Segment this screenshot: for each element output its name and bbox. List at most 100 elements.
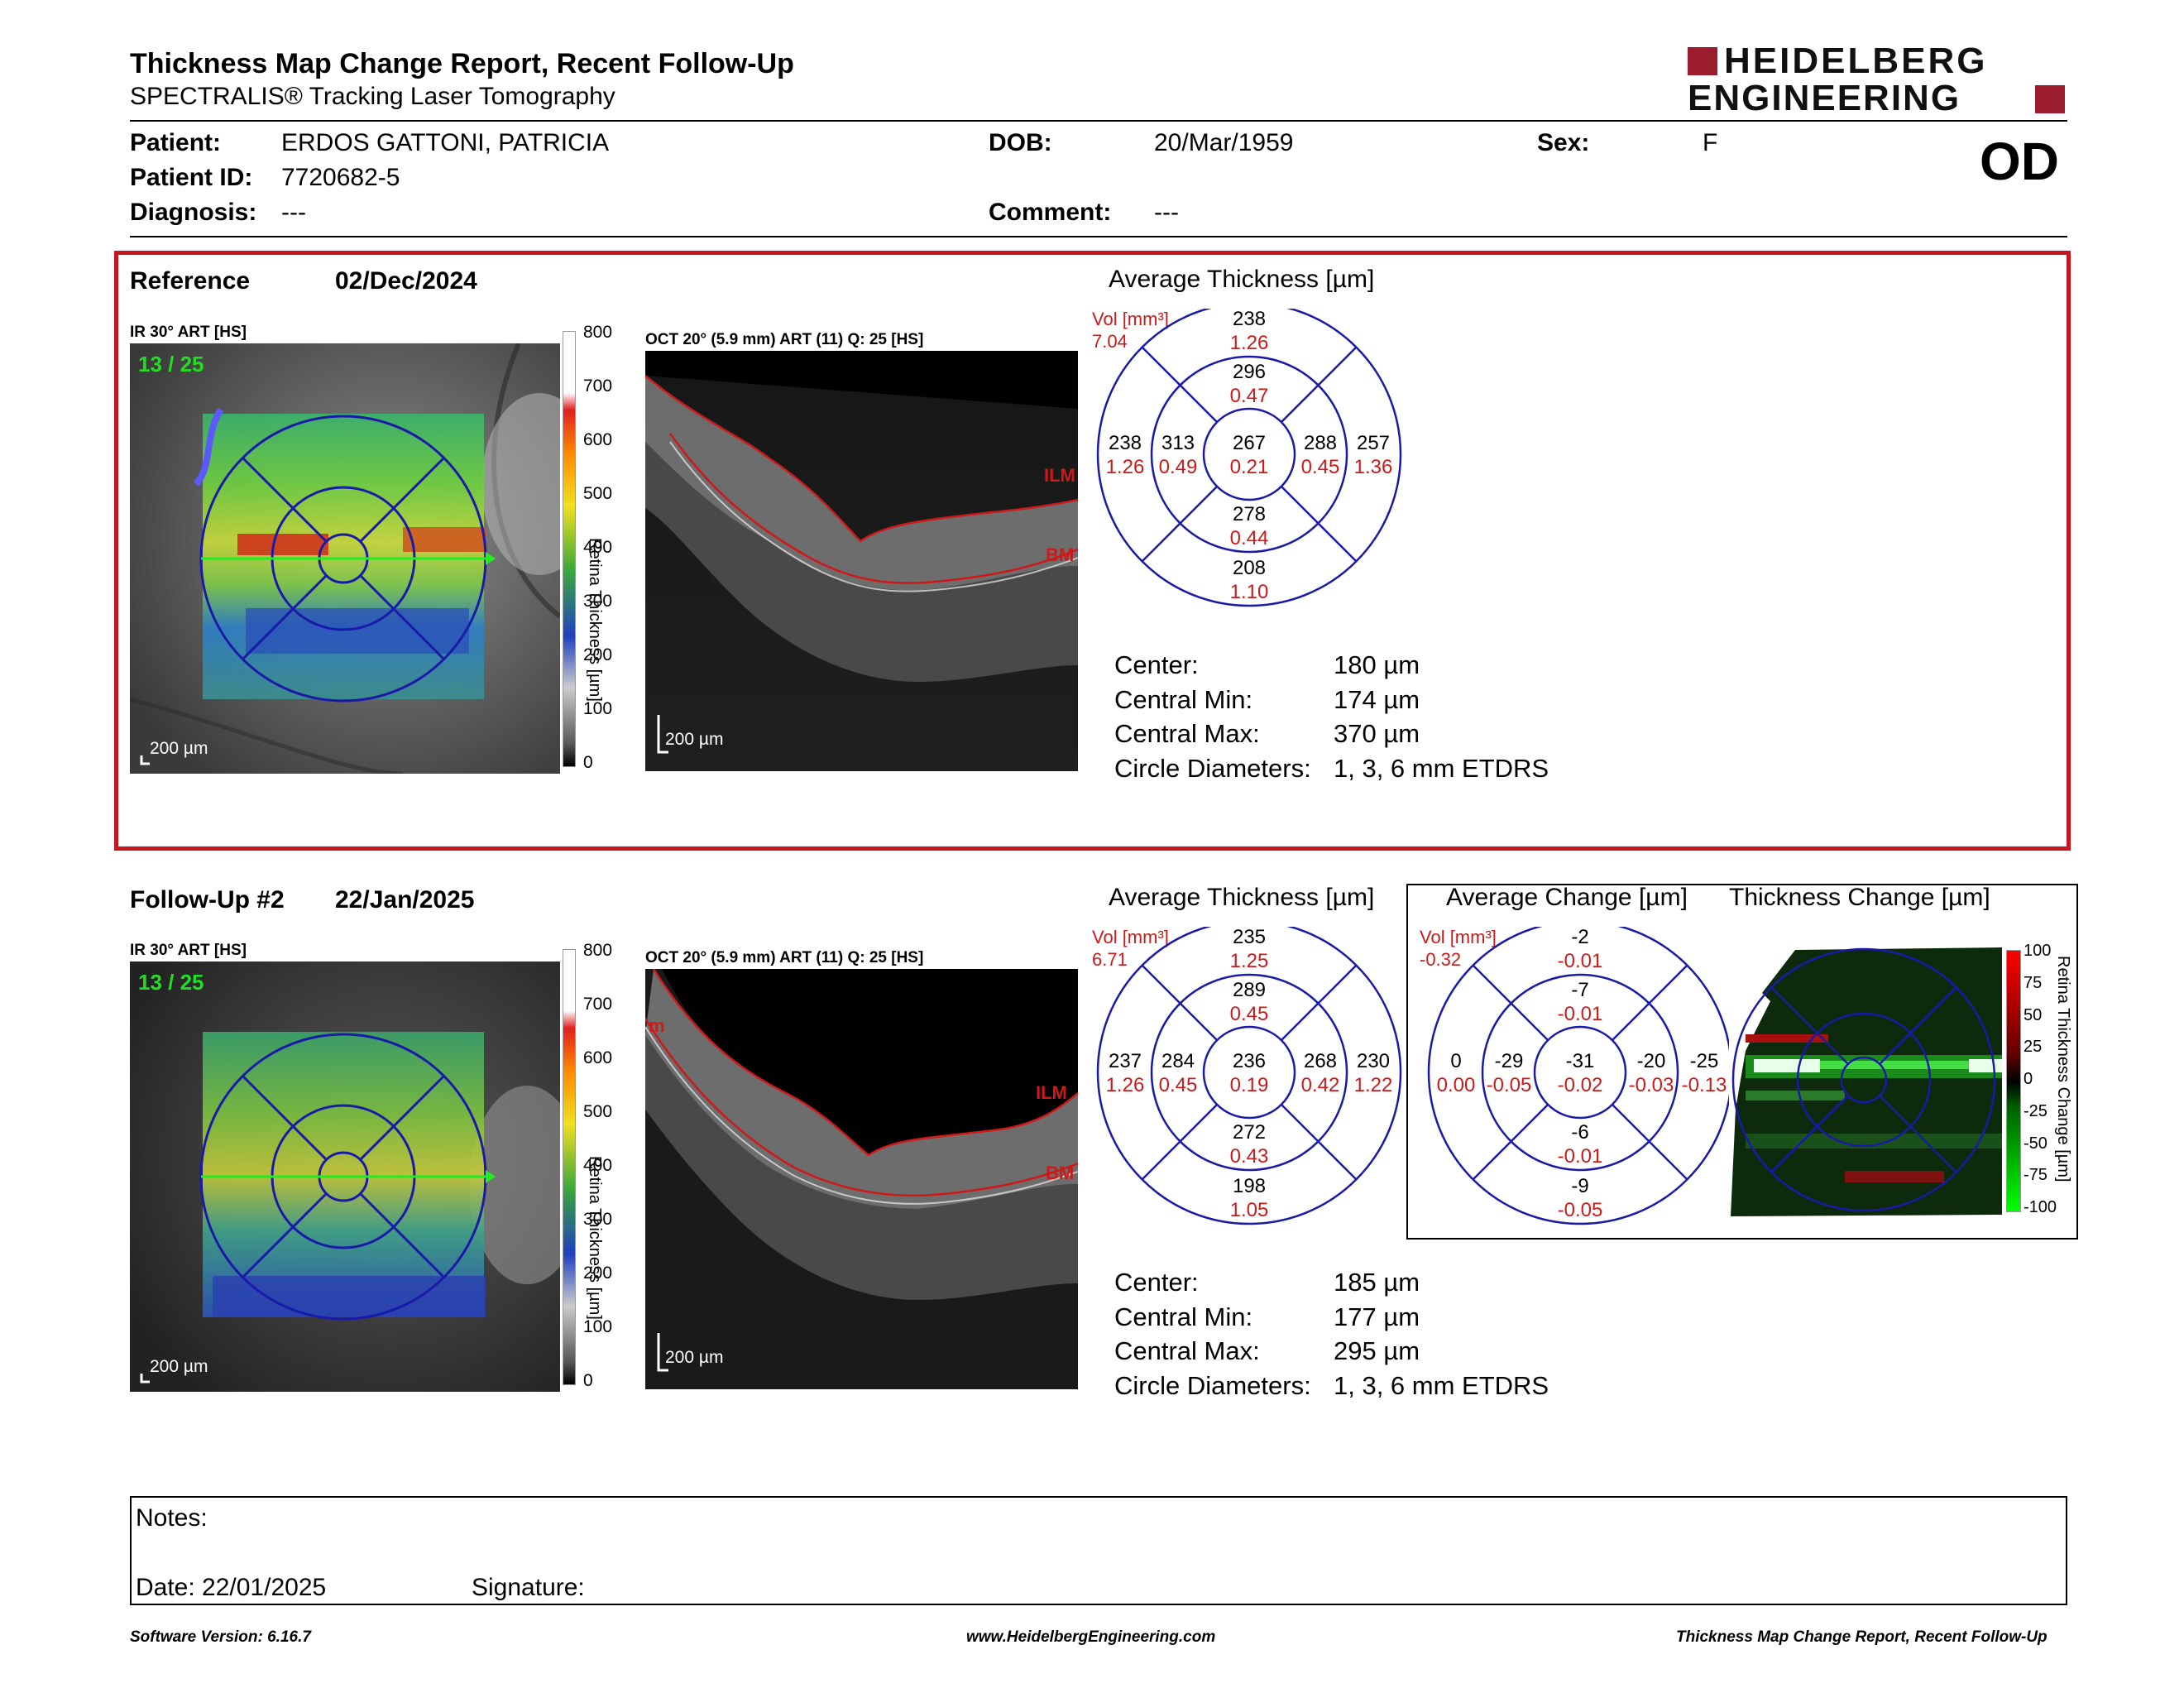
sex-label: Sex:: [1537, 129, 1590, 156]
etdrs-volume: 0.47: [1229, 385, 1269, 407]
ref-oct-scale: 200 µm: [665, 730, 723, 749]
etdrs-volume: 0.45: [1300, 456, 1340, 478]
colorbar-tick-label: 800: [583, 323, 613, 342]
etdrs-volume: -0.05: [1486, 1074, 1532, 1096]
change-panel: [1406, 884, 2078, 1240]
ref-oct-caption: OCT 20° (5.9 mm) ART (11) Q: 25 [HS]: [645, 331, 924, 348]
ref-ir-caption: IR 30° ART [HS]: [130, 324, 247, 341]
colorbar-tick-label: 400: [583, 538, 613, 557]
heidelberg-logo: HEIDELBERG ENGINEERING: [1688, 41, 2068, 120]
colorbar-tick-label: 600: [583, 1048, 613, 1067]
report-subtitle: SPECTRALIS® Tracking Laser Tomography: [130, 83, 615, 110]
etdrs-volume: -0.03: [1628, 1074, 1674, 1096]
colorbar-tick-label: 100: [583, 699, 613, 718]
colorbar-tick-label: 500: [583, 1102, 613, 1121]
diagnosis-value: ---: [281, 199, 306, 226]
patient-label: Patient:: [130, 129, 222, 156]
stat-value: 295 µm: [1334, 1336, 1420, 1365]
etdrs-sector-center: -31 -0.02: [1547, 1049, 1613, 1097]
colorbar-tick-label: 700: [583, 376, 613, 396]
colorbar-tick-label: 25: [2024, 1038, 2043, 1057]
patient-id-label: Patient ID:: [130, 164, 253, 191]
ref-bm-label: BM: [1046, 544, 1074, 565]
etdrs-thickness: 238: [1108, 432, 1142, 454]
colorbar-tick-label: -50: [2024, 1134, 2048, 1153]
etdrs-thickness: 289: [1232, 979, 1267, 1001]
etdrs-sector-inner-right: 288 0.45: [1287, 431, 1353, 479]
ref-vol-label: Vol [mm³]: [1092, 309, 1169, 329]
fu-vol-label: Vol [mm³]: [1092, 927, 1169, 947]
etdrs-thickness: 235: [1232, 926, 1267, 948]
notes-box[interactable]: [130, 1496, 2067, 1605]
followup-label: Follow-Up #2: [130, 886, 285, 914]
etdrs-thickness: 296: [1232, 361, 1267, 383]
etdrs-thickness: -9: [1571, 1175, 1589, 1197]
stat-label: Center:: [1114, 1268, 1199, 1297]
fu-bm-label: BM: [1046, 1163, 1074, 1183]
colorbar-tick-label: 800: [583, 941, 613, 960]
etdrs-thickness: 236: [1232, 1050, 1267, 1072]
patient-divider: [130, 236, 2067, 237]
colorbar-tick-label: 50: [2024, 1005, 2043, 1024]
colorbar-tick-label: 600: [583, 430, 613, 449]
etdrs-sector-outer-bottom: 208 1.10: [1216, 556, 1282, 604]
fu-ir-scale: 200 µm: [150, 1357, 208, 1376]
etdrs-thickness: 288: [1303, 432, 1338, 454]
etdrs-volume: -0.02: [1557, 1074, 1603, 1096]
thickness-change-map[interactable]: [1729, 943, 2002, 1220]
etdrs-sector-inner-right: -20 -0.03: [1618, 1049, 1684, 1097]
reference-frame: [114, 251, 2071, 851]
comment-label: Comment:: [989, 199, 1112, 226]
stat-label: Central Max:: [1114, 1336, 1260, 1365]
etdrs-volume: 0.45: [1158, 1074, 1198, 1096]
ref-ir-fundus-image[interactable]: 13 / 25 200 µm: [130, 343, 560, 774]
fu-oct-scale: 200 µm: [665, 1348, 723, 1367]
etdrs-thickness: 238: [1232, 308, 1267, 330]
ref-vol-value: 7.04: [1092, 331, 1128, 352]
etdrs-volume: 1.36: [1353, 456, 1393, 478]
ref-colorbar-title: Retina Thickness [µm]: [586, 538, 604, 702]
etdrs-thickness: -7: [1571, 979, 1589, 1001]
footer-software-version: Software Version: 6.16.7: [130, 1628, 311, 1646]
etdrs-sector-outer-left: 237 1.26: [1092, 1049, 1158, 1097]
etdrs-sector-inner-top: -7 -0.01: [1547, 978, 1613, 1026]
etdrs-thickness: 257: [1356, 432, 1391, 454]
thickness-change-title: Thickness Change [µm]: [1729, 884, 1990, 911]
etdrs-volume: 0.21: [1229, 456, 1269, 478]
etdrs-volume: -0.01: [1557, 1145, 1603, 1168]
etdrs-thickness: -29: [1494, 1050, 1524, 1072]
etdrs-sector-inner-top: 289 0.45: [1216, 978, 1282, 1026]
etdrs-thickness: -2: [1571, 926, 1589, 948]
etdrs-sector-inner-bottom: -6 -0.01: [1547, 1120, 1613, 1168]
stat-value: 174 µm: [1334, 684, 1420, 714]
etdrs-sector-inner-bottom: 278 0.44: [1216, 502, 1282, 550]
etdrs-sector-outer-bottom: 198 1.05: [1216, 1174, 1282, 1222]
footer-url[interactable]: www.HeidelbergEngineering.com: [966, 1628, 1216, 1646]
diagnosis-label: Diagnosis:: [130, 199, 257, 226]
etdrs-volume: -0.01: [1557, 950, 1603, 972]
etdrs-volume: 1.26: [1229, 332, 1269, 354]
etdrs-sector-outer-left: 238 1.26: [1092, 431, 1158, 479]
etdrs-sector-center: 267 0.21: [1216, 431, 1282, 479]
change-colorbar-title: Retina Thickness Change [µm]: [2054, 956, 2072, 1182]
colorbar-tick-label: 500: [583, 484, 613, 503]
stat-value: 1, 3, 6 mm ETDRS: [1334, 753, 1549, 783]
etdrs-sector-inner-left: 313 0.49: [1145, 431, 1211, 479]
fu-ir-fundus-image[interactable]: 13 / 25 200 µm: [130, 961, 560, 1392]
ref-colorbar: [563, 331, 576, 767]
etdrs-sector-outer-right: -25 -0.13: [1671, 1049, 1737, 1097]
colorbar-tick-label: -100: [2024, 1198, 2057, 1216]
colorbar-tick-label: 400: [583, 1156, 613, 1175]
etdrs-sector-inner-right: 268 0.42: [1287, 1049, 1353, 1097]
fu-oct-bscan[interactable]: m ILM BM 200 µm: [645, 969, 1078, 1389]
etdrs-volume: 1.22: [1353, 1074, 1393, 1096]
etdrs-thickness: -20: [1636, 1050, 1666, 1072]
dob-value: 20/Mar/1959: [1154, 129, 1294, 156]
colorbar-tick-label: -25: [2024, 1101, 2048, 1120]
change-vol-label: Vol [mm³]: [1420, 927, 1497, 947]
ref-oct-bscan[interactable]: ILM BM 200 µm: [645, 351, 1078, 771]
etdrs-volume: 1.10: [1229, 581, 1269, 603]
ref-avg-thickness-title: Average Thickness [µm]: [1109, 266, 1375, 293]
etdrs-volume: -0.13: [1681, 1074, 1727, 1096]
change-vol-value: -0.32: [1420, 949, 1462, 970]
